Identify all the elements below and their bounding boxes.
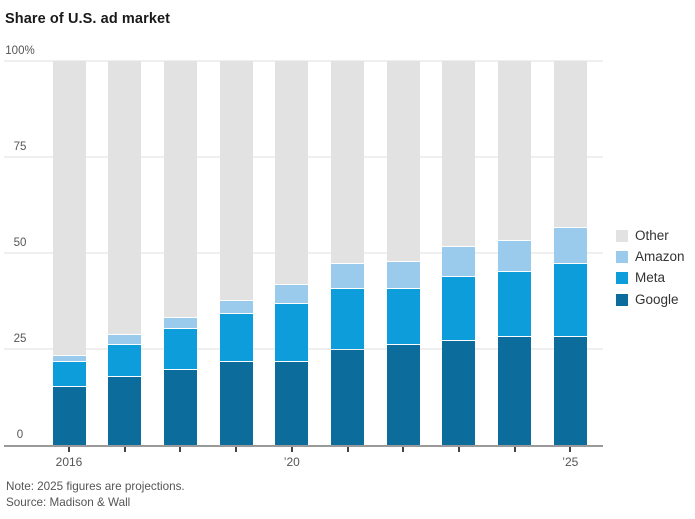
x-axis-label-2016: 2016 [55,455,83,469]
bar-segment-other-2021[interactable] [331,60,364,264]
x-axis-tick-2020 [290,447,293,452]
bar-segment-other-2019[interactable] [219,60,253,300]
bar-segment-google-2017[interactable] [108,377,142,445]
x-axis-tick-2018 [179,447,182,452]
x-axis-tick-2025 [569,447,572,452]
bar-segment-amazon-2021[interactable] [331,264,364,288]
bar-segment-other-2025[interactable] [553,60,587,227]
bar-segment-amazon-2017[interactable] [108,335,142,344]
x-axis-tick-2022 [402,447,405,452]
chart-source: Source: Madison & Wall [6,496,131,509]
bar-segment-other-2022[interactable] [386,60,420,262]
legend-label-google: Google [635,291,679,307]
x-axis-tick-2021 [346,447,349,452]
y-axis-label-50: 50 [13,236,27,249]
bar-segment-meta-2024[interactable] [498,271,532,336]
chart-note: Note: 2025 figures are projections. [6,480,185,493]
bar-segment-google-2018[interactable] [163,369,197,445]
bar-segment-meta-2019[interactable] [219,313,253,361]
bar-segment-other-2023[interactable] [442,60,476,246]
x-axis-tick-2024 [513,447,516,452]
bar-segment-meta-2017[interactable] [108,344,142,377]
bar-segment-google-2016[interactable] [52,386,86,445]
bar-segment-other-2018[interactable] [163,60,197,317]
bar-segment-other-2016[interactable] [52,60,86,356]
bar-segment-meta-2018[interactable] [163,329,197,369]
legend-swatch-google [616,293,628,306]
legend-swatch-other [616,229,628,242]
bar-segment-amazon-2023[interactable] [442,246,476,277]
bar-segment-amazon-2022[interactable] [386,262,420,288]
y-axis-label-100: 100% [5,44,35,57]
bar-segment-amazon-2020[interactable] [275,285,309,304]
bar-segment-meta-2021[interactable] [331,288,364,350]
bar-segment-other-2017[interactable] [108,60,142,335]
bar-segment-meta-2022[interactable] [386,288,420,344]
legend-swatch-meta [616,272,628,285]
legend-item-other[interactable]: Other [616,225,685,246]
legend-label-amazon: Amazon [635,248,685,264]
legend-label-other: Other [635,227,669,243]
legend: Other Amazon Meta Google [616,225,685,310]
y-axis-label-75: 75 [13,140,27,153]
bar-segment-meta-2016[interactable] [52,361,86,386]
bar-segment-meta-2023[interactable] [442,277,476,340]
bar-segment-amazon-2024[interactable] [498,240,532,271]
bar-segment-google-2019[interactable] [219,361,253,445]
x-axis-line [4,445,603,447]
legend-swatch-amazon [616,250,628,263]
legend-label-meta: Meta [635,270,666,286]
x-axis-label-2020: ’20 [283,455,300,469]
bar-segment-other-2024[interactable] [498,60,532,240]
bar-segment-amazon-2016[interactable] [52,356,86,361]
bar-segment-google-2022[interactable] [386,344,420,445]
x-axis-label-2025: ’25 [562,455,579,469]
chart-title: Share of U.S. ad market [5,11,171,27]
bar-segment-amazon-2019[interactable] [219,300,253,313]
legend-item-google[interactable]: Google [616,289,685,310]
x-axis-tick-2017 [123,447,126,452]
x-axis-tick-2016 [68,447,70,452]
y-axis-label-25: 25 [13,332,27,345]
y-axis-label-0: 0 [16,428,24,441]
x-axis-tick-2023 [457,447,460,452]
bar-segment-amazon-2025[interactable] [553,227,587,263]
bar-segment-google-2025[interactable] [553,336,587,445]
bar-segment-other-2020[interactable] [275,60,309,285]
x-axis-tick-2019 [235,447,238,452]
legend-item-amazon[interactable]: Amazon [616,246,685,267]
bar-segment-amazon-2018[interactable] [163,317,197,329]
bar-segment-meta-2025[interactable] [553,264,587,336]
bar-segment-google-2020[interactable] [275,361,309,445]
bar-segment-google-2023[interactable] [442,340,476,445]
bar-segment-google-2024[interactable] [498,336,532,445]
bar-segment-google-2021[interactable] [331,350,364,445]
legend-item-meta[interactable]: Meta [616,268,685,289]
bar-segment-meta-2020[interactable] [275,304,309,361]
